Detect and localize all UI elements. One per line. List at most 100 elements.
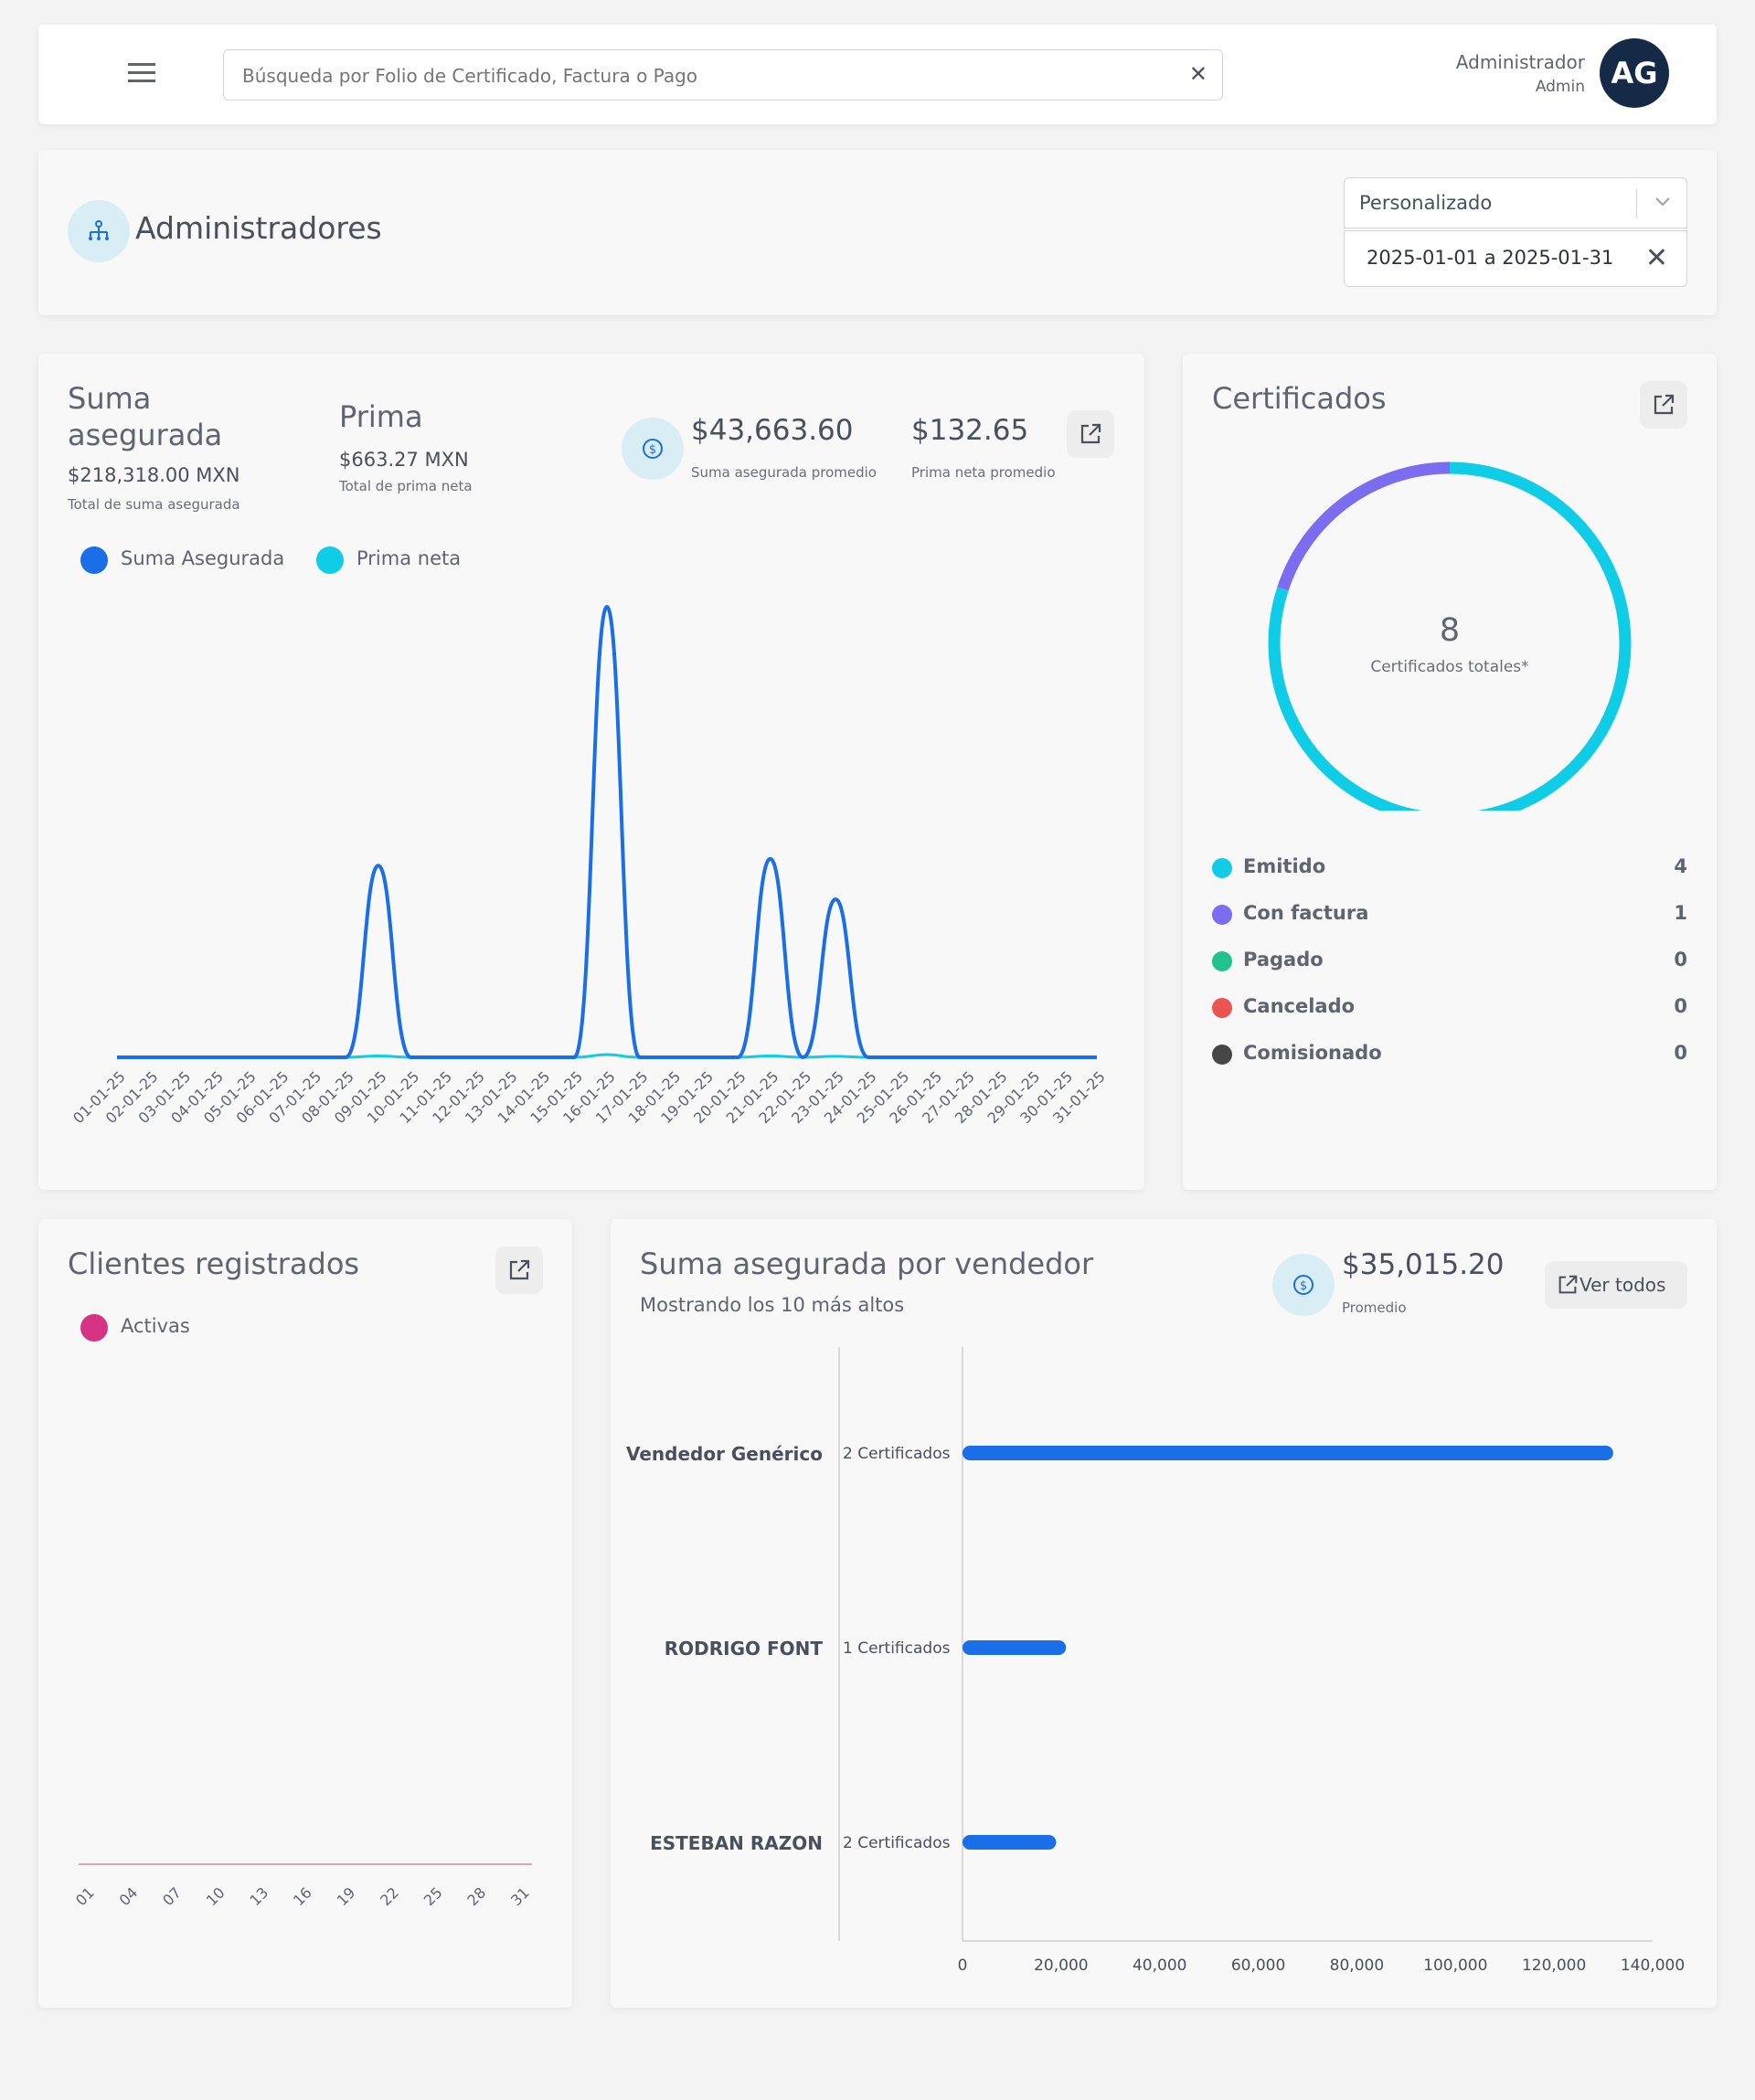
suma-title-line1: Suma bbox=[68, 381, 152, 416]
user-name: Administrador bbox=[1455, 51, 1585, 73]
suma-total-caption: Total de suma asegurada bbox=[68, 496, 240, 513]
period-select[interactable]: Personalizado bbox=[1344, 177, 1687, 228]
status-row-pagado: Pagado 0 bbox=[1212, 948, 1687, 975]
external-link-icon bbox=[1558, 1275, 1578, 1294]
certificados-title: Certificados bbox=[1212, 381, 1387, 416]
legend-dot-suma bbox=[80, 546, 108, 574]
x-tick-label: 16 bbox=[290, 1883, 315, 1909]
summary-line-chart: 01-01-2502-01-2503-01-2504-01-2505-01-25… bbox=[69, 604, 1109, 1127]
ver-todos-button[interactable]: Ver todos bbox=[1545, 1261, 1687, 1309]
legend-dot-prima bbox=[316, 546, 344, 574]
x-tick-label: 140,000 bbox=[1621, 1957, 1685, 1975]
clear-search-icon[interactable]: ✕ bbox=[1188, 61, 1207, 87]
x-tick-label: 04 bbox=[116, 1883, 142, 1909]
vendedor-avg-value: $35,015.20 bbox=[1342, 1248, 1505, 1281]
org-chart-icon bbox=[68, 200, 130, 262]
avg-suma-value: $43,663.60 bbox=[691, 414, 854, 447]
x-tick-label: 60,000 bbox=[1231, 1957, 1285, 1975]
certificados-total-caption: Certificados totales* bbox=[1370, 658, 1529, 676]
vendedor-bar-chart: Vendedor Genérico 2 Certificados RODRIGO F… bbox=[626, 1347, 1685, 1975]
clientes-external-link-button[interactable] bbox=[495, 1246, 543, 1294]
vendedor-avg-caption: Promedio bbox=[1342, 1299, 1407, 1316]
dollar-icon: $ bbox=[1272, 1254, 1335, 1316]
status-label: Emitido bbox=[1243, 855, 1326, 877]
vendedor-title: Suma asegurada por vendedor bbox=[640, 1246, 1094, 1281]
status-label: Con factura bbox=[1243, 902, 1369, 924]
x-tick-label: 20,000 bbox=[1034, 1957, 1088, 1975]
period-select-value: Personalizado bbox=[1359, 192, 1493, 214]
bar[interactable] bbox=[963, 1446, 1613, 1460]
bar-category-label: Vendedor Genérico bbox=[626, 1443, 823, 1465]
x-tick-label: 120,000 bbox=[1522, 1957, 1586, 1975]
status-label: Pagado bbox=[1243, 949, 1324, 970]
external-link-icon bbox=[1080, 423, 1101, 444]
top-header: ✕ Administrador Admin AG bbox=[38, 25, 1717, 124]
status-dot bbox=[1212, 905, 1232, 925]
suma-total-value: $218,318.00 MXN bbox=[68, 464, 240, 486]
search-input[interactable] bbox=[242, 62, 1156, 90]
prima-total-value: $663.27 MXN bbox=[339, 449, 469, 471]
chevron-down-icon[interactable] bbox=[1654, 195, 1672, 212]
status-label: Cancelado bbox=[1243, 995, 1356, 1017]
x-tick-label: 0 bbox=[958, 1957, 968, 1975]
x-tick-label: 31 bbox=[507, 1883, 533, 1909]
certificados-external-link-button[interactable] bbox=[1640, 381, 1687, 429]
prima-title: Prima bbox=[339, 399, 423, 434]
vendedor-subtitle: Mostrando los 10 más altos bbox=[640, 1294, 905, 1316]
x-tick-label: 40,000 bbox=[1133, 1957, 1186, 1975]
external-link-icon bbox=[509, 1259, 530, 1280]
vendedor-card: Suma asegurada por vendedor Mostrando lo… bbox=[611, 1219, 1717, 2008]
series-line-suma-asegurada bbox=[117, 604, 1097, 1060]
status-dot bbox=[1212, 1045, 1232, 1065]
donut-slice-con-factura[interactable] bbox=[1268, 461, 1632, 811]
page-title: Administradores bbox=[135, 210, 382, 246]
clear-date-icon[interactable]: ✕ bbox=[1644, 242, 1668, 274]
status-dot bbox=[1212, 858, 1232, 878]
status-count: 4 bbox=[1674, 855, 1687, 877]
x-tick-label: 13 bbox=[246, 1883, 271, 1909]
dollar-icon: $ bbox=[622, 418, 684, 480]
status-count: 1 bbox=[1674, 902, 1687, 924]
legend-label-activas: Activas bbox=[121, 1315, 190, 1337]
avatar[interactable]: AG bbox=[1600, 38, 1669, 108]
avg-prima-value: $132.65 bbox=[911, 414, 1029, 447]
legend-label-prima: Prima neta bbox=[356, 547, 462, 569]
svg-text:$: $ bbox=[1300, 1279, 1307, 1293]
date-range-value: 2025-01-01 a 2025-01-31 bbox=[1367, 247, 1614, 269]
legend-dot-activas bbox=[80, 1314, 108, 1342]
date-range-field[interactable]: 2025-01-01 a 2025-01-31 ✕ bbox=[1344, 230, 1687, 287]
avatar-initials: AG bbox=[1611, 56, 1658, 90]
x-tick-label: 01 bbox=[72, 1883, 98, 1909]
avg-suma-caption: Suma asegurada promedio bbox=[691, 464, 877, 481]
status-count: 0 bbox=[1674, 1042, 1687, 1064]
x-tick-label: 22 bbox=[377, 1883, 402, 1909]
prima-total-caption: Total de prima neta bbox=[339, 478, 473, 494]
status-row-emitido: Emitido 4 bbox=[1212, 854, 1687, 882]
x-tick-label: 80,000 bbox=[1330, 1957, 1384, 1975]
summary-external-link-button[interactable] bbox=[1067, 410, 1114, 458]
svg-text:$: $ bbox=[649, 443, 656, 457]
status-row-cancelado: Cancelado 0 bbox=[1212, 994, 1687, 1022]
legend-label-suma: Suma Asegurada bbox=[121, 547, 285, 569]
status-row-con-factura: Con factura 1 bbox=[1212, 901, 1687, 928]
suma-title-line2: asegurada bbox=[68, 418, 223, 452]
avg-prima-caption: Prima neta promedio bbox=[911, 464, 1056, 481]
bar[interactable] bbox=[963, 1835, 1057, 1850]
bar-sublabel: 2 Certificados bbox=[843, 1834, 951, 1852]
bar-category-label: RODRIGO FONT bbox=[665, 1638, 824, 1660]
x-tick-label: 100,000 bbox=[1423, 1957, 1487, 1975]
x-tick-label: 25 bbox=[420, 1883, 446, 1909]
bar[interactable] bbox=[963, 1640, 1067, 1655]
status-count: 0 bbox=[1674, 995, 1687, 1017]
clientes-line-chart: 01 04 07 10 13 16 19 22 25 28 31 bbox=[72, 1863, 533, 1909]
status-dot bbox=[1212, 951, 1232, 971]
search-field[interactable]: ✕ bbox=[223, 49, 1223, 101]
user-role: Admin bbox=[1535, 78, 1585, 96]
menu-icon[interactable] bbox=[128, 63, 155, 85]
clientes-title: Clientes registrados bbox=[68, 1246, 360, 1281]
x-tick-label: 07 bbox=[159, 1883, 185, 1909]
status-count: 0 bbox=[1674, 949, 1687, 970]
certificados-card: Certificados 8 Certificados totales* Emi… bbox=[1183, 354, 1717, 1190]
certificados-total: 8 bbox=[1439, 612, 1461, 649]
status-row-comisionado: Comisionado 0 bbox=[1212, 1041, 1687, 1068]
